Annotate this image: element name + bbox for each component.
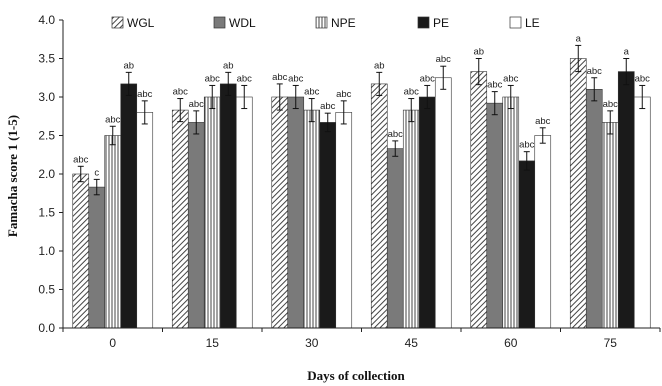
significance-label: abc bbox=[404, 87, 420, 98]
significance-label: abc bbox=[73, 154, 89, 165]
significance-label: abc bbox=[189, 99, 205, 110]
bar-wdl-day-15 bbox=[187, 122, 205, 329]
bar-wdl-day-60 bbox=[486, 102, 504, 329]
significance-label: c bbox=[94, 167, 99, 178]
significance-label: ab bbox=[374, 60, 385, 71]
significance-label: ab bbox=[123, 60, 134, 71]
legend-label-wdl: WDL bbox=[229, 16, 256, 30]
x-tick-label: 60 bbox=[504, 336, 518, 350]
bar-le-day-0 bbox=[136, 112, 154, 329]
significance-label: abc bbox=[105, 114, 121, 125]
error-bars-layer bbox=[77, 44, 646, 196]
bar-wgl-day-0 bbox=[72, 173, 90, 329]
significance-label: abc bbox=[388, 129, 404, 140]
bar-wdl-day-30 bbox=[287, 96, 305, 329]
bar-le-day-15 bbox=[235, 96, 253, 329]
significance-label: abc bbox=[436, 54, 452, 65]
y-tick-label: 3.5 bbox=[38, 52, 55, 66]
significance-label: abc bbox=[304, 87, 320, 98]
significance-label: abc bbox=[503, 73, 519, 84]
x-tick-label: 75 bbox=[604, 336, 618, 350]
legend: WGL WDL NPE PE LE bbox=[111, 16, 540, 30]
significance-label: ab bbox=[223, 60, 234, 71]
significance-label: abc bbox=[603, 99, 619, 110]
x-tick-label: 45 bbox=[405, 336, 419, 350]
bar-npe-day-75 bbox=[601, 122, 619, 329]
bar-le-day-60 bbox=[534, 135, 552, 329]
y-tick-label: 0.0 bbox=[38, 321, 55, 335]
significance-label: abc bbox=[587, 66, 603, 77]
significance-label: ab bbox=[473, 47, 484, 58]
significance-label: abc bbox=[205, 73, 221, 84]
bar-pe-day-30 bbox=[319, 122, 337, 329]
significance-label: abc bbox=[320, 101, 336, 112]
legend-swatch-wdl bbox=[213, 16, 226, 29]
y-tick-label: 2.5 bbox=[38, 129, 55, 143]
significance-label: abc bbox=[535, 116, 551, 127]
significance-label: abc bbox=[237, 73, 253, 84]
significance-label: abc bbox=[420, 73, 436, 84]
bar-npe-day-30 bbox=[303, 109, 321, 329]
significance-label: a bbox=[624, 47, 630, 58]
bar-npe-day-60 bbox=[502, 96, 520, 329]
bar-le-day-45 bbox=[434, 77, 452, 329]
bar-npe-day-0 bbox=[104, 135, 122, 329]
significance-label: abc bbox=[288, 73, 304, 84]
x-tick-label: 30 bbox=[305, 336, 319, 350]
x-tick-label: 15 bbox=[206, 336, 220, 350]
y-tick-label: 3.0 bbox=[38, 90, 55, 104]
significance-label: abc bbox=[635, 73, 651, 84]
y-tick-label: 4.0 bbox=[38, 13, 55, 27]
significance-label: abc bbox=[137, 89, 153, 100]
legend-swatch-le bbox=[509, 16, 522, 29]
significance-label: abc bbox=[173, 87, 189, 98]
legend-swatch-npe bbox=[315, 16, 328, 29]
bar-npe-day-45 bbox=[402, 109, 420, 329]
y-axis-title: Famacha score 1 (1-5) bbox=[5, 115, 20, 237]
bar-wdl-day-0 bbox=[88, 186, 106, 329]
bar-le-day-75 bbox=[633, 96, 651, 329]
bar-wgl-day-75 bbox=[569, 58, 587, 329]
bar-npe-day-15 bbox=[203, 96, 221, 329]
y-axis-ticks: 0.0 0.5 1.0 1.5 2.0 2.5 3.0 3.5 4.0 bbox=[38, 13, 63, 335]
legend-label-pe: PE bbox=[433, 16, 449, 30]
y-tick-label: 2.0 bbox=[38, 167, 55, 181]
bar-pe-day-0 bbox=[120, 83, 138, 329]
legend-label-wgl: WGL bbox=[127, 16, 155, 30]
bar-wgl-day-45 bbox=[370, 83, 388, 329]
y-tick-label: 0.5 bbox=[38, 283, 55, 297]
significance-label: abc bbox=[272, 72, 288, 83]
bar-pe-day-75 bbox=[617, 71, 635, 329]
significance-label: a bbox=[576, 33, 582, 44]
bar-pe-day-45 bbox=[418, 96, 436, 329]
significance-label: abc bbox=[487, 80, 503, 91]
bars-layer bbox=[72, 58, 651, 329]
legend-swatch-wgl bbox=[111, 16, 124, 29]
bar-le-day-30 bbox=[335, 112, 353, 329]
x-axis-ticks: 0 15 30 45 60 75 bbox=[62, 328, 661, 350]
y-tick-label: 1.0 bbox=[38, 244, 55, 258]
bar-wgl-day-60 bbox=[470, 71, 488, 329]
significance-label: abc bbox=[336, 89, 352, 100]
bar-pe-day-15 bbox=[219, 83, 237, 329]
bar-wdl-day-75 bbox=[585, 89, 603, 329]
x-tick-label: 0 bbox=[109, 336, 116, 350]
bar-pe-day-60 bbox=[518, 160, 536, 329]
bar-wgl-day-15 bbox=[171, 109, 189, 329]
legend-swatch-pe bbox=[417, 16, 430, 29]
legend-label-le: LE bbox=[525, 16, 540, 30]
bar-wgl-day-30 bbox=[271, 96, 289, 329]
x-axis-title: Days of collection bbox=[307, 368, 405, 383]
legend-label-npe: NPE bbox=[331, 16, 356, 30]
bar-wdl-day-45 bbox=[386, 148, 404, 329]
significance-label: abc bbox=[519, 140, 535, 151]
y-tick-label: 1.5 bbox=[38, 206, 55, 220]
